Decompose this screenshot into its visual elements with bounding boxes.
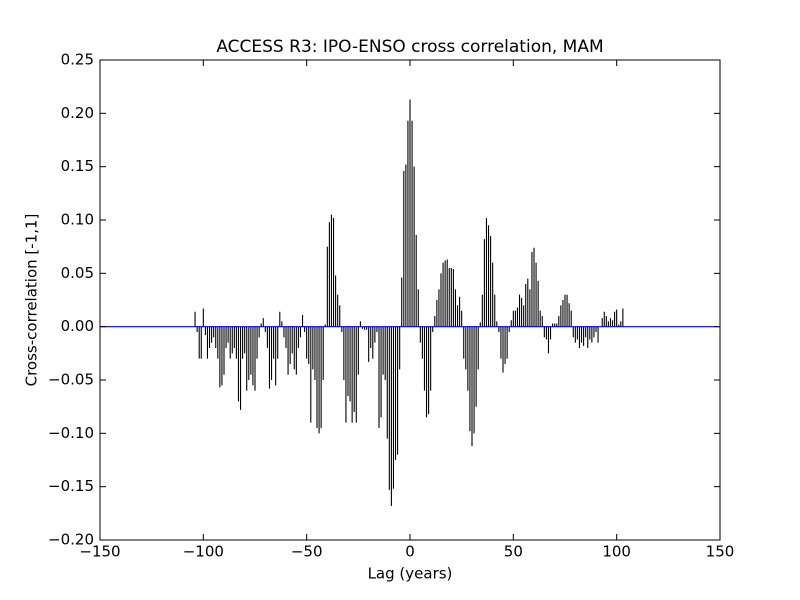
x-tick-label: −100: [183, 543, 224, 561]
y-tick-label: −0.20: [48, 531, 94, 549]
y-tick-label: 0.25: [61, 51, 94, 69]
y-tick-label: 0.20: [61, 104, 94, 122]
y-tick-label: 0.15: [61, 157, 94, 175]
x-tick-label: 150: [706, 543, 735, 561]
y-tick-label: 0.10: [61, 211, 94, 229]
x-tick-label: 100: [602, 543, 631, 561]
x-tick-label: 0: [405, 543, 415, 561]
y-axis-label: Cross-correlation [-1,1]: [23, 214, 41, 387]
y-tick-label: −0.05: [48, 371, 94, 389]
y-tick-label: −0.10: [48, 424, 94, 442]
plot-frame: [99, 59, 721, 541]
x-tick-label: 50: [504, 543, 523, 561]
y-tick-label: −0.15: [48, 477, 94, 495]
x-axis-label: Lag (years): [368, 565, 453, 583]
x-tick-label: −50: [291, 543, 323, 561]
y-tick-label: 0.00: [61, 317, 94, 335]
y-tick-label: 0.05: [61, 264, 94, 282]
x-tick-label: −150: [79, 543, 120, 561]
chart-title: ACCESS R3: IPO-ENSO cross correlation, M…: [216, 37, 603, 57]
